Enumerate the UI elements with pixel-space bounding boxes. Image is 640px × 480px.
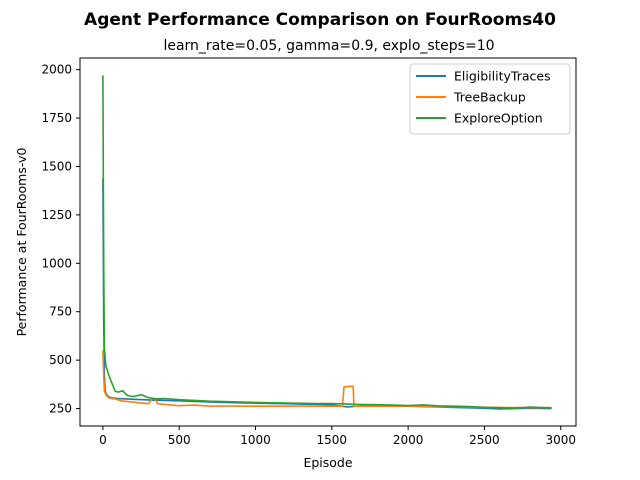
y-tick-label: 1000 bbox=[41, 256, 72, 270]
legend: EligibilityTraces TreeBackup ExploreOption bbox=[409, 63, 571, 135]
y-tick-label: 2000 bbox=[41, 63, 72, 77]
x-tick-label: 1000 bbox=[240, 433, 271, 447]
x-tick-label: 3000 bbox=[545, 433, 576, 447]
series-line-0 bbox=[102, 178, 552, 410]
legend-label-0: EligibilityTraces bbox=[454, 69, 551, 84]
legend-label-1: TreeBackup bbox=[453, 90, 526, 105]
x-tick-label: 2500 bbox=[469, 433, 500, 447]
y-tick-label: 1250 bbox=[41, 208, 72, 222]
y-tick-label: 750 bbox=[49, 305, 72, 319]
chart-title: Agent Performance Comparison on FourRoom… bbox=[84, 10, 556, 30]
y-tick-label: 250 bbox=[49, 402, 72, 416]
y-tick-label: 1750 bbox=[41, 111, 72, 125]
plot-lines bbox=[102, 75, 552, 410]
y-axis-ticks: 250 500 750 1000 1250 1500 1750 2000 bbox=[41, 63, 80, 416]
series-line-2 bbox=[102, 75, 552, 410]
plot-frame bbox=[79, 57, 577, 427]
legend-label-2: ExploreOption bbox=[454, 111, 543, 126]
x-tick-label: 1500 bbox=[317, 433, 348, 447]
x-tick-label: 2000 bbox=[393, 433, 424, 447]
y-tick-label: 1500 bbox=[41, 159, 72, 173]
y-tick-label: 500 bbox=[49, 353, 72, 367]
x-axis-label: Episode bbox=[303, 455, 352, 470]
x-tick-label: 0 bbox=[99, 433, 107, 447]
x-tick-label: 500 bbox=[168, 433, 191, 447]
legend-box bbox=[409, 63, 571, 135]
y-axis-label: Performance at FourRooms-v0 bbox=[14, 148, 29, 337]
chart-subtitle: learn_rate=0.05, gamma=0.9, explo_steps=… bbox=[163, 38, 494, 54]
x-axis-ticks: 0 500 1000 1500 2000 2500 3000 bbox=[99, 426, 576, 447]
